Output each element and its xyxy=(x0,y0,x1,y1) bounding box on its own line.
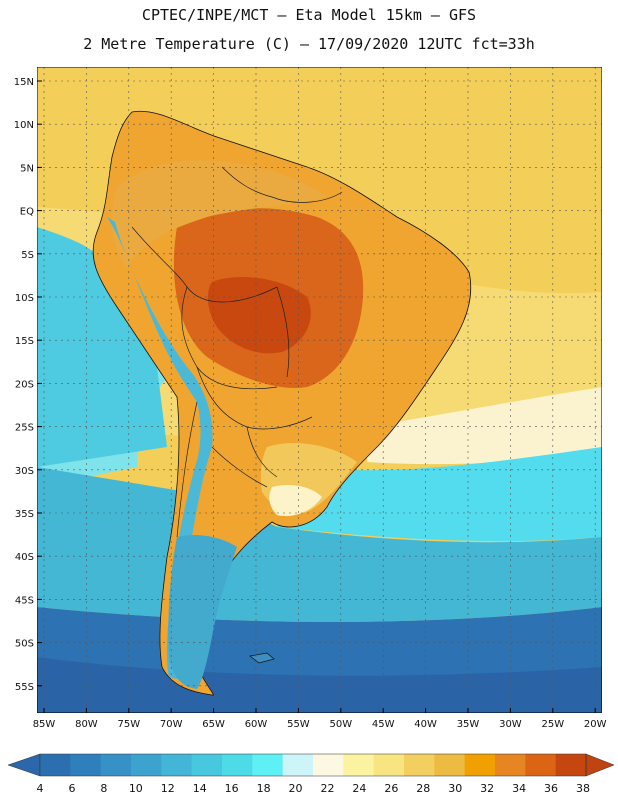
map-title-line-1: CPTEC/INPE/MCT – Eta Model 15km – GFS xyxy=(141,6,477,24)
lat-label: 10S xyxy=(15,293,34,304)
colorbar-swatch xyxy=(191,754,223,776)
colorbar-label: 34 xyxy=(512,782,526,795)
lat-label: 15S xyxy=(15,336,34,347)
lat-label: 50S xyxy=(15,639,34,650)
colorbar-label: 12 xyxy=(161,782,175,795)
colorbar-high-arrow xyxy=(585,753,615,777)
lat-label: 20S xyxy=(15,379,34,390)
colorbar-swatch xyxy=(525,754,557,776)
lon-label: 80W xyxy=(75,719,98,730)
latitude-axis xyxy=(37,80,42,687)
colorbar-swatch xyxy=(495,754,526,776)
colorbar-label: 16 xyxy=(225,782,239,795)
map-title-line-2: 2 Metre Temperature (C) – 17/09/2020 12U… xyxy=(83,35,535,53)
longitude-axis xyxy=(43,708,596,713)
lat-label: EQ xyxy=(20,207,34,218)
colorbar-swatch xyxy=(161,754,193,776)
field-north-land xyxy=(111,160,327,267)
colorbar-swatch xyxy=(555,754,587,776)
field-uruguay-cool xyxy=(269,485,322,517)
colorbar-swatch xyxy=(252,754,284,776)
colorbar-swatch xyxy=(404,754,435,776)
lon-label: 70W xyxy=(160,719,183,730)
lat-label: 35S xyxy=(15,509,34,520)
colorbar-swatch xyxy=(282,754,314,776)
lat-label: 5S xyxy=(21,250,34,261)
colorbar-swatch xyxy=(343,754,375,776)
lat-label: 15N xyxy=(14,77,34,88)
colorbar-label: 20 xyxy=(289,782,303,795)
lon-label: 75W xyxy=(117,719,140,730)
graticule xyxy=(37,67,602,713)
colorbar-label: 14 xyxy=(193,782,207,795)
colorbar-swatch xyxy=(434,754,466,776)
field-warm-atlantic-band xyxy=(367,387,602,465)
colorbar-label: 24 xyxy=(352,782,366,795)
field-pacific-cool-band xyxy=(37,227,167,467)
colorbar: 4 6 8 10 12 14 16 18 20 22 24 26 28 30 32 34 36 38 xyxy=(7,753,615,795)
lat-label: 55S xyxy=(15,682,34,693)
lat-label: 45S xyxy=(15,595,34,606)
lat-label: 40S xyxy=(15,552,34,563)
colorbar-swatch xyxy=(313,754,344,776)
field-hottest-core xyxy=(207,277,311,354)
lon-label: 40W xyxy=(414,719,437,730)
colorbar-low-arrow xyxy=(7,753,41,777)
colorbar-label: 4 xyxy=(37,782,44,795)
colorbar-swatch xyxy=(373,754,405,776)
colorbar-swatch xyxy=(131,754,162,776)
colorbar-label: 26 xyxy=(384,782,398,795)
lat-label: 5N xyxy=(20,163,34,174)
colorbar-label: 22 xyxy=(320,782,334,795)
field-south-atlantic-band xyxy=(277,447,602,542)
colorbar-swatch xyxy=(222,754,253,776)
colorbar-swatch xyxy=(100,754,132,776)
colorbar-swatch xyxy=(40,754,71,776)
lat-label: 10N xyxy=(14,120,34,131)
lon-label: 60W xyxy=(245,719,268,730)
colorbar-label: 18 xyxy=(257,782,271,795)
lon-label: 45W xyxy=(372,719,395,730)
colorbar-label: 32 xyxy=(480,782,494,795)
lon-label: 50W xyxy=(329,719,352,730)
colorbar-label: 30 xyxy=(448,782,462,795)
lon-label: 25W xyxy=(541,719,564,730)
colorbar-swatch xyxy=(70,754,102,776)
lon-label: 30W xyxy=(499,719,522,730)
lon-label: 55W xyxy=(287,719,310,730)
lon-label: 65W xyxy=(202,719,225,730)
colorbar-swatch xyxy=(464,754,496,776)
lat-label: 25S xyxy=(15,423,34,434)
temperature-map xyxy=(37,67,602,713)
lat-label: 30S xyxy=(15,466,34,477)
lon-label: 35W xyxy=(457,719,480,730)
lon-label: 85W xyxy=(33,719,56,730)
field-patagonia xyxy=(168,535,237,689)
colorbar-label: 38 xyxy=(576,782,590,795)
colorbar-label: 6 xyxy=(68,782,75,795)
lon-label: 20W xyxy=(584,719,607,730)
colorbar-label: 36 xyxy=(544,782,558,795)
colorbar-label: 28 xyxy=(416,782,430,795)
country-borders xyxy=(131,166,343,538)
colorbar-label: 10 xyxy=(129,782,143,795)
colorbar-label: 8 xyxy=(100,782,107,795)
